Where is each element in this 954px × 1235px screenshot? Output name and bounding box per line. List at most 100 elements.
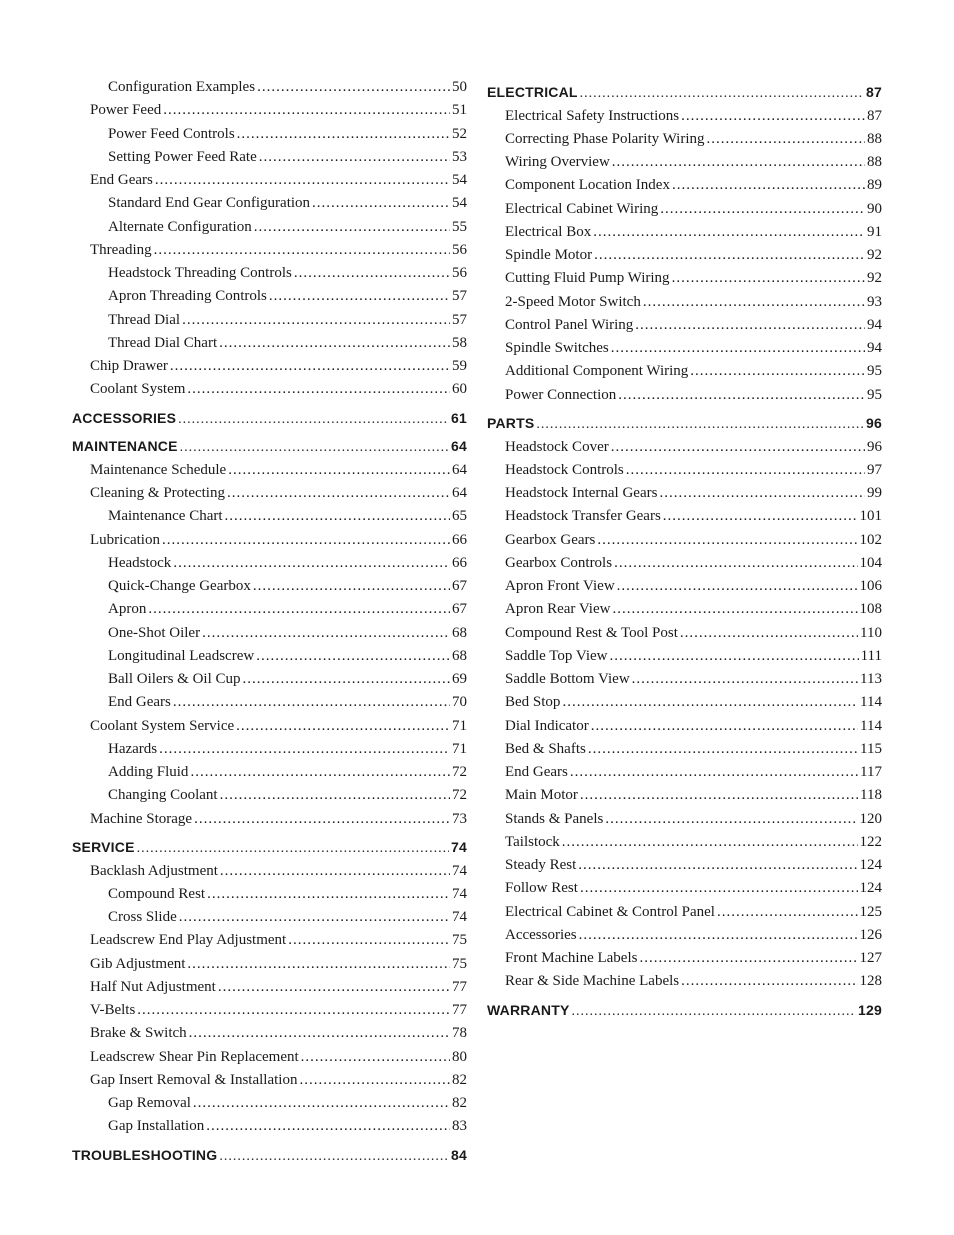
toc-label: Lubrication [90, 529, 160, 552]
toc-row: ACCESSORIES61 [72, 408, 467, 431]
toc-leader [206, 1115, 450, 1138]
toc-page: 114 [860, 715, 882, 738]
toc-label: Longitudinal Leadscrew [108, 645, 254, 668]
toc-label: Steady Rest [505, 854, 576, 877]
toc-row: Apron67 [72, 598, 467, 621]
toc-row: PARTS96 [487, 413, 882, 436]
toc-label: Power Feed Controls [108, 123, 235, 146]
toc-label: Gap Insert Removal & Installation [90, 1069, 297, 1092]
toc-page: 54 [452, 169, 467, 192]
toc-row: Stands & Panels120 [487, 808, 882, 831]
toc-page: 57 [452, 285, 467, 308]
toc-column-right: ELECTRICAL87Electrical Safety Instructio… [487, 76, 882, 1167]
toc-label: Threading [90, 239, 152, 262]
toc-page: 54 [452, 192, 467, 215]
toc-page: 108 [860, 598, 883, 621]
toc-leader [611, 337, 865, 360]
toc-row: Gap Removal 82 [72, 1092, 467, 1115]
toc-leader [611, 436, 865, 459]
toc-leader [162, 529, 450, 552]
toc-label: Additional Component Wiring [505, 360, 688, 383]
toc-label: Leadscrew End Play Adjustment [90, 929, 286, 952]
toc-page: 80 [452, 1046, 467, 1069]
toc-leader [182, 309, 450, 332]
toc-page: 68 [452, 622, 467, 645]
toc-page: 82 [452, 1092, 467, 1115]
toc-leader [253, 575, 450, 598]
toc-leader [660, 198, 865, 221]
toc-label: Backlash Adjustment [90, 860, 218, 883]
toc-leader [591, 715, 858, 738]
toc-label: End Gears [108, 691, 171, 714]
toc-row: Accessories126 [487, 924, 882, 947]
toc-row: Tailstock122 [487, 831, 882, 854]
toc-leader [178, 408, 449, 431]
toc-page: 57 [452, 309, 467, 332]
toc-page: 66 [452, 529, 467, 552]
toc-label: Gearbox Controls [505, 552, 612, 575]
toc-label: Front Machine Labels [505, 947, 637, 970]
toc-page: 96 [866, 413, 882, 435]
toc-page: 72 [452, 784, 467, 807]
toc-label: Gap Removal [108, 1092, 191, 1115]
toc-page: 99 [867, 482, 882, 505]
toc-label: Thread Dial Chart [108, 332, 217, 355]
toc-leader [219, 1145, 449, 1168]
toc-page: 59 [452, 355, 467, 378]
toc-label: Spindle Switches [505, 337, 609, 360]
toc-page: 51 [452, 99, 467, 122]
toc-leader [220, 860, 450, 883]
toc-row: Standard End Gear Configuration 54 [72, 192, 467, 215]
toc-page: 120 [860, 808, 883, 831]
toc-row: Headstock Internal Gears99 [487, 482, 882, 505]
toc-leader [237, 123, 450, 146]
toc-leader [588, 738, 858, 761]
toc-page: 55 [452, 216, 467, 239]
toc-row: Lubrication 66 [72, 529, 467, 552]
toc-label: Standard End Gear Configuration [108, 192, 310, 215]
toc-row: Leadscrew Shear Pin Replacement80 [72, 1046, 467, 1069]
toc-row: Dial Indicator114 [487, 715, 882, 738]
toc-leader [269, 285, 450, 308]
toc-row: Gearbox Controls104 [487, 552, 882, 575]
toc-row: Hazards71 [72, 738, 467, 761]
toc-row: Configuration Examples50 [72, 76, 467, 99]
toc-label: Headstock Controls [505, 459, 624, 482]
toc-label: V-Belts [90, 999, 135, 1022]
toc-label: Machine Storage [90, 808, 192, 831]
toc-page: 88 [867, 151, 882, 174]
toc-row: Gearbox Gears 102 [487, 529, 882, 552]
toc-page: 114 [860, 691, 882, 714]
toc-label: Wiring Overview [505, 151, 610, 174]
toc-row: Saddle Bottom View113 [487, 668, 882, 691]
toc-label: End Gears [90, 169, 153, 192]
toc-leader [612, 151, 865, 174]
toc-page: 70 [452, 691, 467, 714]
toc-label: Bed Stop [505, 691, 560, 714]
toc-label: Headstock Threading Controls [108, 262, 292, 285]
toc-leader [618, 384, 865, 407]
toc-page: 77 [452, 999, 467, 1022]
toc-page: 67 [452, 575, 467, 598]
toc-row: SERVICE74 [72, 837, 467, 860]
toc-page: 84 [451, 1145, 467, 1167]
toc-row: Quick-Change Gearbox67 [72, 575, 467, 598]
toc-page: 78 [452, 1022, 467, 1045]
toc-leader [228, 459, 450, 482]
toc-row: Follow Rest124 [487, 877, 882, 900]
toc-row: Wiring Overview 88 [487, 151, 882, 174]
toc-page: 127 [860, 947, 883, 970]
toc-label: Accessories [505, 924, 577, 947]
toc-leader [194, 808, 450, 831]
toc-page: 74 [451, 837, 467, 859]
toc-page: 106 [860, 575, 883, 598]
toc-row: Leadscrew End Play Adjustment75 [72, 929, 467, 952]
toc-page: 102 [860, 529, 883, 552]
toc-label: One-Shot Oiler [108, 622, 200, 645]
toc-label: Apron Threading Controls [108, 285, 267, 308]
toc-label: Half Nut Adjustment [90, 976, 216, 999]
toc-row: Thread Dial57 [72, 309, 467, 332]
toc-row: Coolant System Service71 [72, 715, 467, 738]
toc-label: Gearbox Gears [505, 529, 595, 552]
toc-leader [681, 970, 857, 993]
